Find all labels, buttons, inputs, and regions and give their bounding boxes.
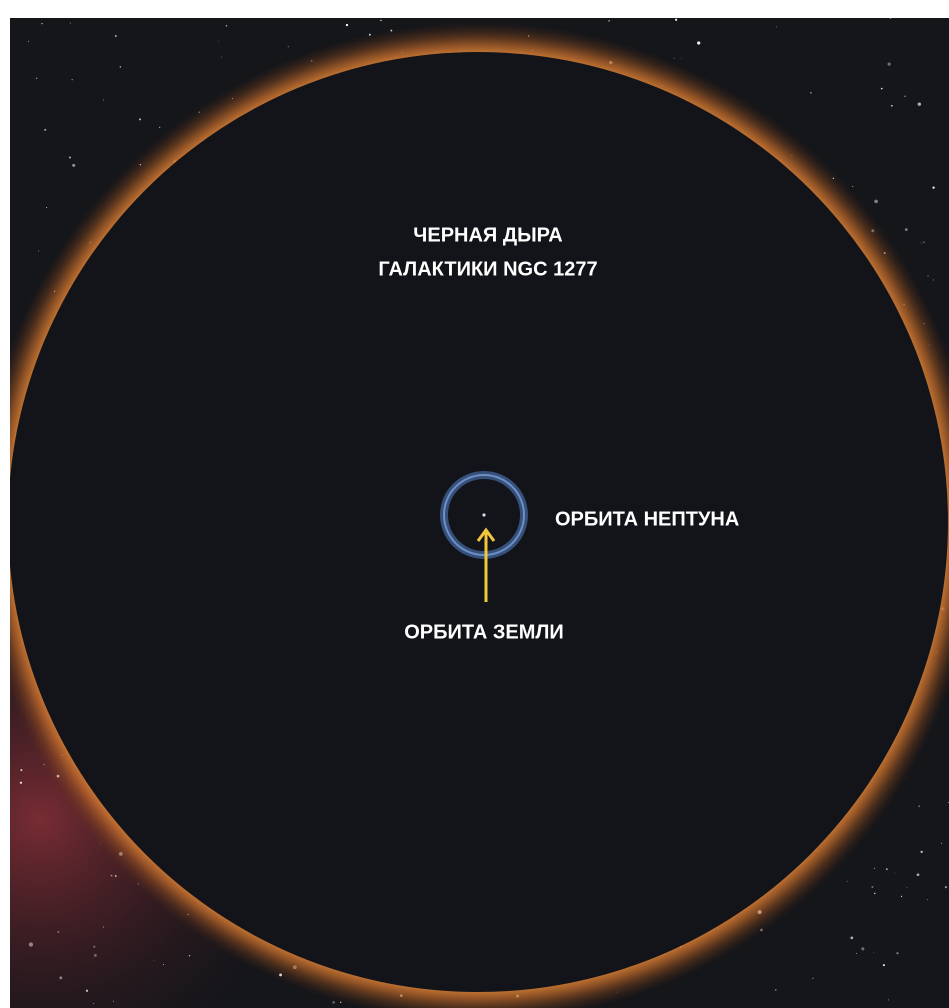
star xyxy=(918,805,920,807)
star xyxy=(70,22,71,23)
star xyxy=(163,964,164,965)
star xyxy=(874,868,875,869)
star xyxy=(218,41,219,42)
star xyxy=(41,23,42,24)
star xyxy=(920,851,922,853)
star xyxy=(923,241,925,243)
star xyxy=(883,964,885,966)
star xyxy=(380,20,382,22)
page: ЧЕРНАЯ ДЫРА ГАЛАКТИКИ NGC 1277 ОРБИТА НЕ… xyxy=(0,0,949,1008)
star xyxy=(189,955,190,956)
star xyxy=(888,63,891,66)
star xyxy=(920,243,921,244)
star xyxy=(93,1003,94,1004)
star xyxy=(907,887,908,888)
star xyxy=(59,976,62,979)
star xyxy=(120,66,121,67)
star xyxy=(888,999,889,1000)
star xyxy=(775,989,776,990)
star xyxy=(852,186,853,187)
star xyxy=(57,931,59,933)
star xyxy=(154,960,155,961)
title-line: ГАЛАКТИКИ NGC 1277 xyxy=(378,258,597,280)
star xyxy=(94,954,97,957)
star xyxy=(139,118,141,120)
star xyxy=(28,41,29,42)
star xyxy=(20,782,22,784)
star xyxy=(38,250,39,251)
star xyxy=(72,164,75,167)
star xyxy=(111,875,113,877)
star xyxy=(72,79,73,80)
earth-orbit xyxy=(482,513,485,516)
star xyxy=(103,99,104,100)
star xyxy=(917,873,920,876)
star xyxy=(927,899,928,900)
star xyxy=(29,942,33,946)
star xyxy=(894,873,895,874)
star xyxy=(856,953,857,954)
neptune-label: ОРБИТА НЕПТУНА xyxy=(555,508,739,530)
star xyxy=(332,1001,335,1004)
star xyxy=(932,187,934,189)
star xyxy=(896,952,898,954)
star xyxy=(933,279,934,280)
star xyxy=(346,24,348,26)
star xyxy=(810,92,812,94)
star xyxy=(20,769,22,771)
star xyxy=(881,88,883,90)
star xyxy=(221,56,222,57)
star xyxy=(674,58,675,59)
star xyxy=(697,41,700,44)
star xyxy=(905,228,908,231)
star xyxy=(941,843,942,844)
star xyxy=(46,207,47,208)
earth-label: ОРБИТА ЗЕМЛИ xyxy=(404,621,564,643)
space-background xyxy=(0,17,949,1008)
star xyxy=(873,952,874,953)
star xyxy=(874,893,875,894)
star xyxy=(93,946,95,948)
star xyxy=(871,886,873,888)
title-line: ЧЕРНАЯ ДЫРА xyxy=(413,224,562,246)
star xyxy=(69,156,71,158)
star xyxy=(44,129,46,131)
star xyxy=(681,58,682,59)
black-hole xyxy=(8,52,948,992)
star xyxy=(846,881,847,882)
star xyxy=(226,25,228,27)
star xyxy=(850,936,853,939)
star xyxy=(288,46,289,47)
star xyxy=(874,200,878,204)
illustration: ЧЕРНАЯ ДЫРА ГАЛАКТИКИ NGC 1277 ОРБИТА НЕ… xyxy=(0,0,949,1008)
star xyxy=(675,19,677,21)
star xyxy=(86,990,88,992)
star xyxy=(103,926,104,927)
star xyxy=(608,20,609,21)
star xyxy=(904,96,905,97)
star xyxy=(812,978,813,979)
star xyxy=(776,26,777,27)
star xyxy=(861,947,864,950)
star xyxy=(901,896,902,897)
star xyxy=(891,105,893,107)
star xyxy=(918,102,921,105)
star xyxy=(115,875,117,877)
star xyxy=(890,17,892,19)
star xyxy=(159,127,160,128)
star xyxy=(945,886,947,888)
star xyxy=(886,868,888,870)
star xyxy=(927,275,928,276)
star xyxy=(115,35,117,37)
star xyxy=(113,1001,114,1002)
star xyxy=(36,78,37,79)
